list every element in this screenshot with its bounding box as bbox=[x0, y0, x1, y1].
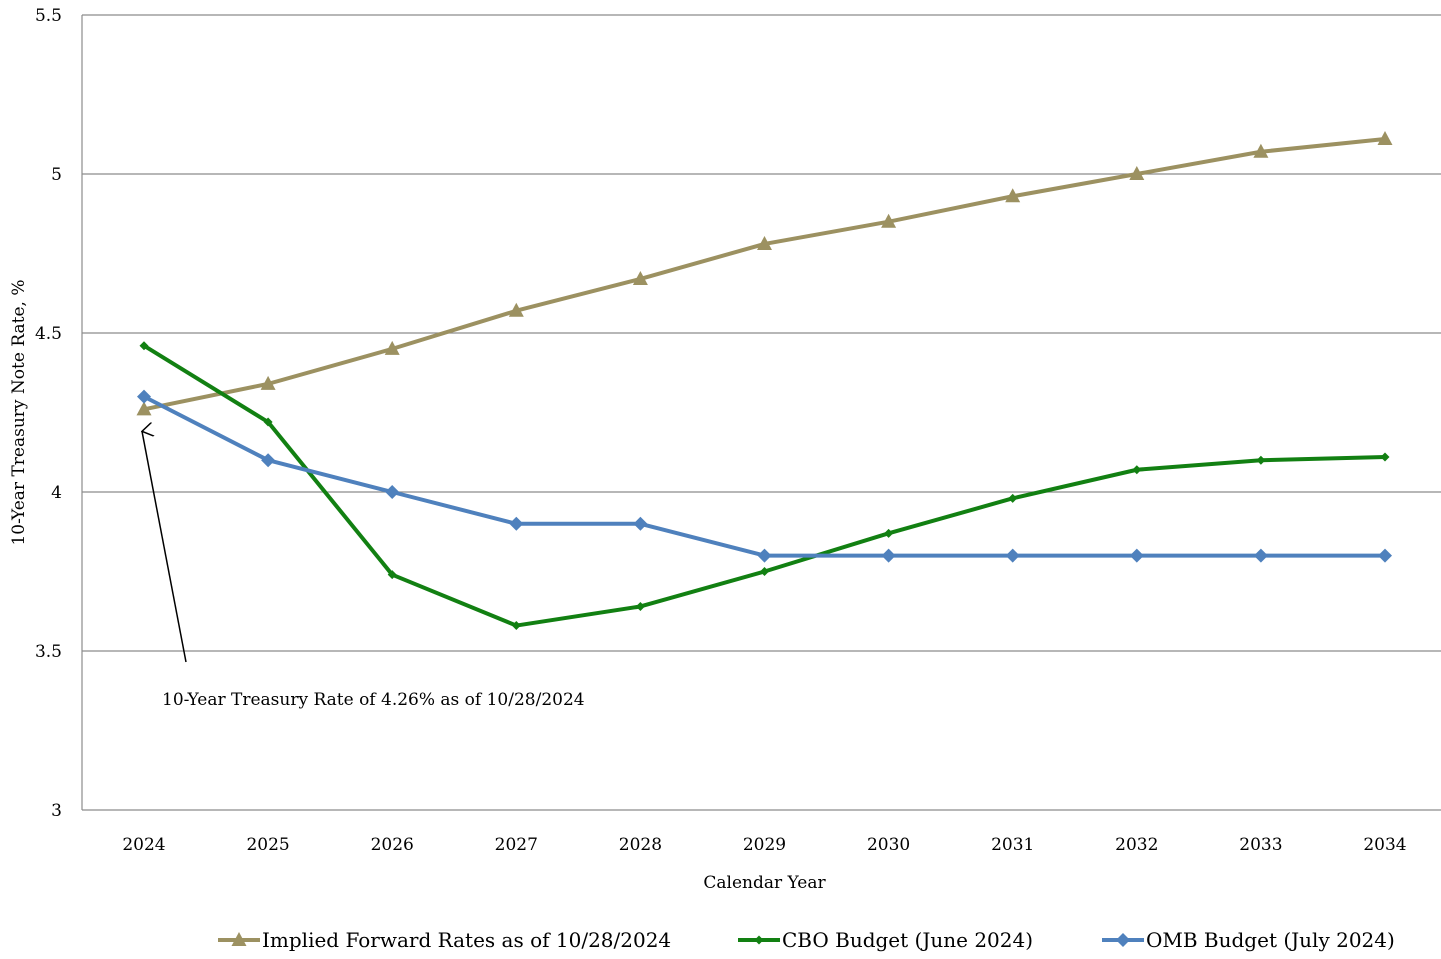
legend-label: OMB Budget (July 2024) bbox=[1146, 928, 1395, 952]
x-tick-label: 2027 bbox=[495, 835, 538, 855]
x-tick-label: 2025 bbox=[246, 835, 289, 855]
data-point bbox=[760, 567, 769, 576]
data-point bbox=[509, 516, 524, 531]
data-point bbox=[1377, 131, 1393, 146]
legend-item: Implied Forward Rates as of 10/28/2024 bbox=[218, 928, 671, 952]
data-point bbox=[757, 548, 772, 563]
x-tick-label: 2024 bbox=[122, 835, 165, 855]
data-point bbox=[632, 270, 648, 285]
data-point bbox=[137, 389, 151, 404]
x-tick-label: 2030 bbox=[867, 835, 910, 855]
x-tick-label: 2032 bbox=[1115, 835, 1158, 855]
data-point bbox=[387, 570, 397, 580]
x-tick-label: 2031 bbox=[991, 835, 1034, 855]
data-point bbox=[1129, 548, 1144, 563]
x-tick-label: 2033 bbox=[1239, 835, 1282, 855]
data-point bbox=[511, 621, 521, 631]
y-tick-label: 5 bbox=[51, 165, 62, 185]
x-tick-label: 2028 bbox=[619, 835, 662, 855]
series-implied-forward-rates-as-of-10-28-2024 bbox=[136, 131, 1393, 416]
data-point bbox=[757, 235, 772, 250]
legend-marker bbox=[231, 932, 247, 946]
data-point bbox=[1005, 188, 1021, 203]
legend: Implied Forward Rates as of 10/28/2024 CB… bbox=[218, 928, 1395, 952]
legend-item: OMB Budget (July 2024) bbox=[1102, 928, 1395, 952]
data-point bbox=[1380, 452, 1390, 462]
data-point bbox=[1132, 465, 1142, 475]
data-point bbox=[1005, 548, 1020, 563]
data-point bbox=[508, 302, 524, 317]
legend-marker bbox=[1116, 933, 1130, 947]
data-point bbox=[385, 485, 400, 499]
data-point bbox=[881, 213, 897, 228]
data-point bbox=[260, 375, 276, 390]
gridlines bbox=[82, 14, 1441, 652]
data-point bbox=[1253, 548, 1268, 563]
legend-label: Implied Forward Rates as of 10/28/2024 bbox=[262, 928, 671, 952]
data-point bbox=[1256, 455, 1266, 465]
legend-label: CBO Budget (June 2024) bbox=[782, 928, 1033, 952]
data-point bbox=[261, 453, 276, 468]
y-axis-title: 10-Year Treasury Note Rate, % bbox=[9, 279, 29, 545]
x-axis-title: Calendar Year bbox=[703, 873, 826, 893]
data-point bbox=[881, 548, 896, 563]
series-line bbox=[143, 394, 1385, 558]
series-cbo-budget-june-2024 bbox=[139, 341, 1390, 631]
data-point bbox=[884, 528, 894, 538]
series-line bbox=[142, 344, 1386, 628]
y-tick-label: 5.5 bbox=[35, 6, 62, 26]
x-axis-tick-labels: 2024 2025 2026 2027 2028 2029 2030 2031 2032 2033… bbox=[122, 835, 1406, 855]
data-point bbox=[136, 401, 152, 416]
series-layer bbox=[136, 131, 1393, 631]
x-tick-label: 2029 bbox=[743, 835, 786, 855]
data-point bbox=[1378, 548, 1392, 563]
x-tick-label: 2034 bbox=[1363, 835, 1406, 855]
annotation: 10-Year Treasury Rate of 4.26% as of 10/… bbox=[142, 431, 585, 710]
axes bbox=[81, 15, 1441, 811]
data-point bbox=[1129, 166, 1145, 180]
y-tick-label: 4 bbox=[51, 483, 62, 503]
y-axis-tick-labels: 3 3.5 4 4.5 5 5.5 bbox=[35, 6, 62, 821]
series-omb-budget-july-2024 bbox=[137, 389, 1392, 563]
annotation-arrow bbox=[142, 431, 187, 663]
y-tick-label: 3.5 bbox=[35, 642, 62, 662]
series-line bbox=[143, 137, 1386, 412]
data-point bbox=[139, 341, 149, 351]
data-point bbox=[384, 340, 400, 355]
data-point bbox=[263, 417, 273, 427]
y-tick-label: 4.5 bbox=[35, 324, 62, 344]
y-tick-label: 3 bbox=[51, 801, 62, 821]
legend-item: CBO Budget (June 2024) bbox=[738, 928, 1033, 952]
data-point bbox=[1008, 493, 1018, 503]
data-point bbox=[635, 601, 645, 611]
legend-marker bbox=[754, 935, 764, 945]
annotation-text: 10-Year Treasury Rate of 4.26% as of 10/… bbox=[162, 690, 585, 710]
x-tick-label: 2026 bbox=[371, 835, 414, 855]
data-point bbox=[633, 516, 648, 531]
data-point bbox=[1253, 143, 1269, 158]
